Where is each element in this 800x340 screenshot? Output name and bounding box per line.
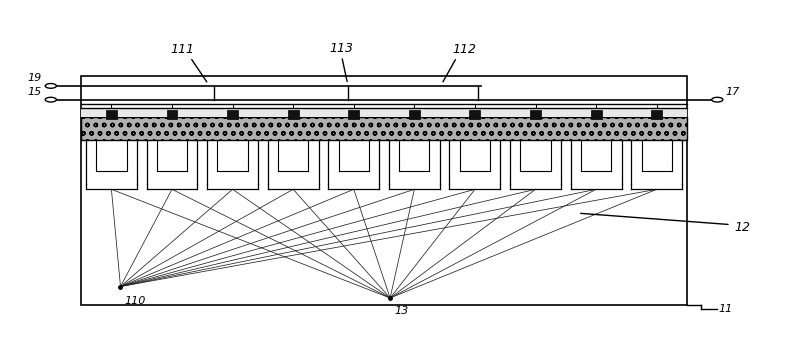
Bar <box>81 117 687 140</box>
Bar <box>470 110 480 119</box>
Bar <box>651 110 662 119</box>
Bar <box>166 110 178 119</box>
Text: 112: 112 <box>453 42 477 55</box>
Bar <box>106 110 117 119</box>
Bar <box>530 110 541 119</box>
Bar <box>409 110 420 119</box>
Bar <box>81 108 687 117</box>
Circle shape <box>712 97 723 102</box>
Circle shape <box>46 84 56 88</box>
Text: 111: 111 <box>170 42 194 55</box>
Bar <box>590 110 602 119</box>
Bar <box>81 75 687 305</box>
Circle shape <box>46 97 56 102</box>
Text: 19: 19 <box>27 73 42 83</box>
Text: 113: 113 <box>330 41 354 54</box>
Text: 12: 12 <box>735 221 751 234</box>
Bar <box>227 110 238 119</box>
Text: 17: 17 <box>726 87 739 97</box>
Text: 110: 110 <box>125 296 146 306</box>
Bar <box>348 110 359 119</box>
Text: 11: 11 <box>719 304 733 314</box>
Bar <box>288 110 298 119</box>
Text: 15: 15 <box>27 87 42 97</box>
Text: 13: 13 <box>394 306 408 317</box>
